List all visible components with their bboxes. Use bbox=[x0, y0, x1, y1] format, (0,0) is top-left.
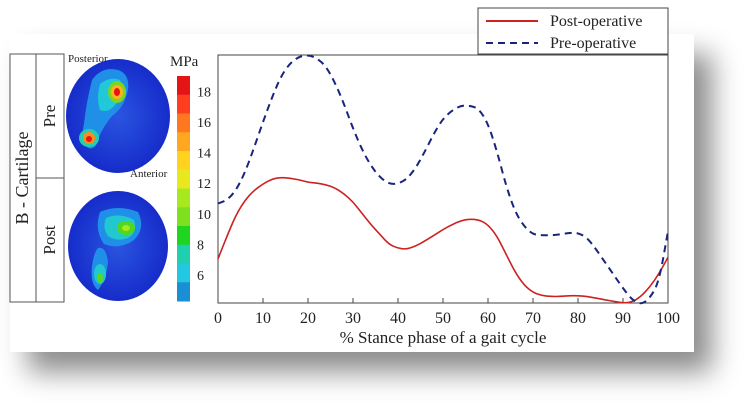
colorbar-segment bbox=[177, 151, 190, 171]
colorbar-segment bbox=[177, 282, 190, 302]
row-label-table: B - Cartilage Pre Post bbox=[9, 53, 65, 303]
x-tick-label: 50 bbox=[435, 310, 451, 327]
x-tick-label: 30 bbox=[345, 310, 361, 327]
colorbar-segment bbox=[177, 207, 190, 227]
x-tick-label: 0 bbox=[214, 310, 222, 327]
colorbar-tick-label: 14 bbox=[197, 147, 211, 162]
x-axis-label: % Stance phase of a gait cycle bbox=[340, 328, 547, 347]
x-tick-label: 90 bbox=[615, 310, 631, 327]
row-group-label: B - Cartilage bbox=[12, 132, 32, 225]
colorbar-tick-label: 10 bbox=[197, 208, 211, 223]
plot-area bbox=[217, 54, 669, 304]
series-line-post-operative bbox=[217, 176, 669, 304]
row-label-post: Post bbox=[40, 225, 59, 255]
colorbar-segment bbox=[177, 226, 190, 246]
colorbar-segment bbox=[177, 188, 190, 208]
colorbar-tick-label: 18 bbox=[197, 85, 211, 100]
legend-label-post-operative: Post-operative bbox=[550, 13, 642, 30]
series-line-pre-operative bbox=[217, 54, 669, 305]
pre-pressure-map: Posterior Anterior bbox=[66, 53, 170, 180]
x-tick-label: 60 bbox=[480, 310, 496, 327]
colorbar-tick-label: 16 bbox=[197, 116, 211, 131]
colorbar-segment bbox=[177, 76, 190, 96]
x-tick-label: 70 bbox=[525, 310, 541, 327]
colorbar-segment bbox=[177, 263, 190, 283]
x-tick-label: 20 bbox=[300, 310, 316, 327]
colorbar: MPa 18 16 14 12 10 8 6 bbox=[170, 54, 211, 302]
x-tick-label: 10 bbox=[255, 310, 271, 327]
anterior-label: Anterior bbox=[130, 168, 168, 180]
post-pressure-map bbox=[68, 191, 168, 301]
colorbar-tick-label: 8 bbox=[197, 238, 204, 253]
colorbar-tick-label: 6 bbox=[197, 269, 204, 284]
row-label-pre: Pre bbox=[40, 105, 59, 128]
colorbar-segment bbox=[177, 244, 190, 264]
legend: Post-operative Pre-operative bbox=[477, 7, 669, 55]
posterior-label: Posterior bbox=[68, 53, 108, 65]
line-chart: 0 10 20 30 40 50 60 70 80 90 100 % Stance phase of… bbox=[214, 54, 680, 347]
colorbar-segment bbox=[177, 113, 190, 133]
legend-label-pre-operative: Pre-operative bbox=[550, 35, 636, 52]
colorbar-segment bbox=[177, 169, 190, 189]
x-axis: 0 10 20 30 40 50 60 70 80 90 100 bbox=[214, 298, 680, 327]
colorbar-segment bbox=[177, 94, 190, 114]
colorbar-segment bbox=[177, 132, 190, 152]
x-tick-label: 80 bbox=[570, 310, 586, 327]
x-tick-label: 100 bbox=[656, 310, 680, 327]
x-tick-label: 40 bbox=[390, 310, 406, 327]
colorbar-tick-label: 12 bbox=[197, 177, 211, 192]
colorbar-unit: MPa bbox=[170, 54, 199, 70]
